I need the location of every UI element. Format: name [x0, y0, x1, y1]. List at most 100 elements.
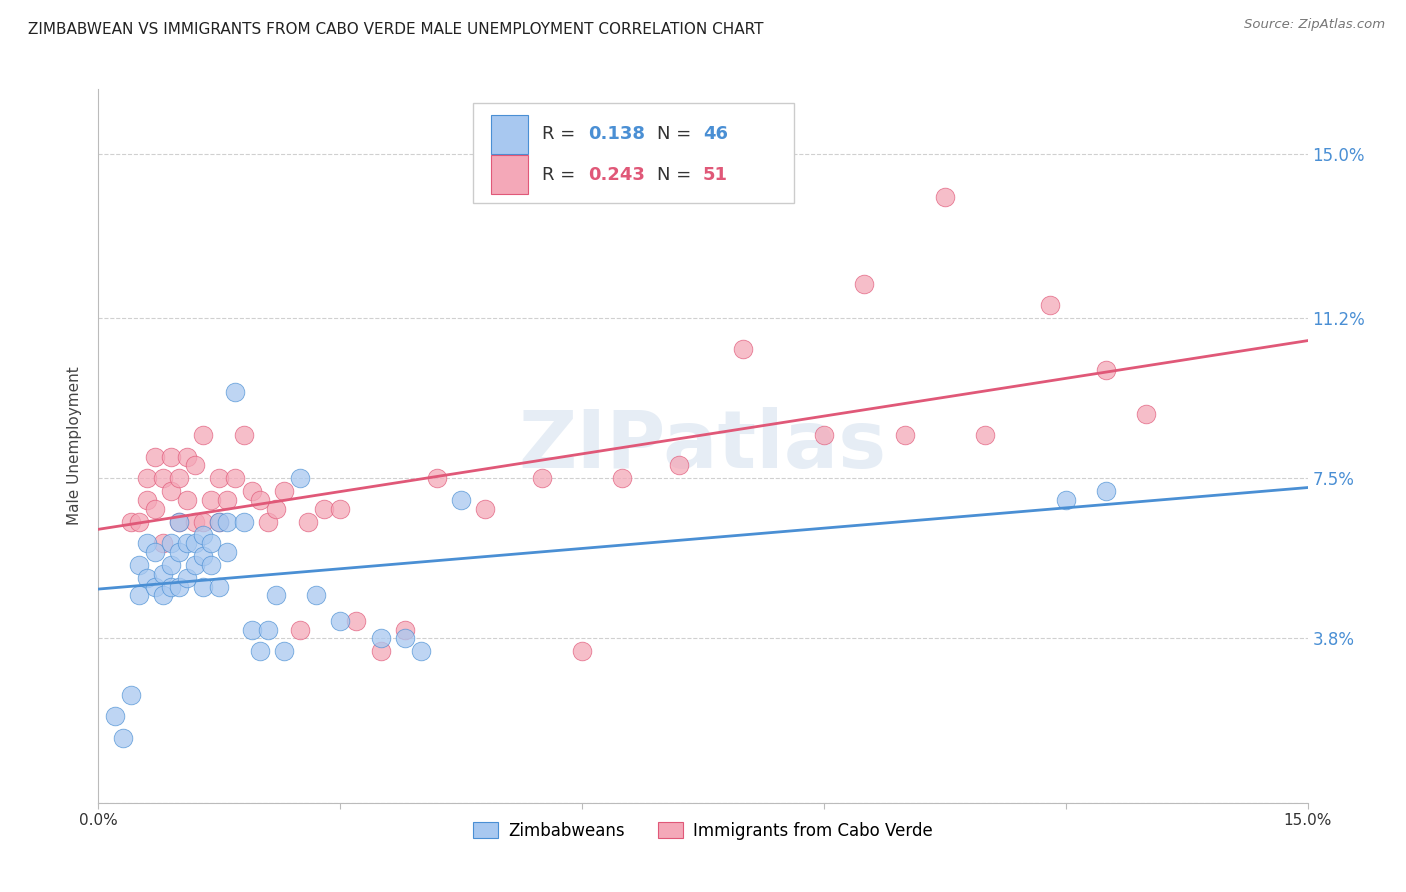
Point	[200, 558, 222, 572]
Point	[288, 623, 311, 637]
FancyBboxPatch shape	[492, 155, 527, 194]
Point	[1039, 298, 1062, 312]
Point	[571, 644, 593, 658]
Point	[184, 515, 207, 529]
Point	[152, 588, 174, 602]
Point	[200, 493, 222, 508]
Point	[450, 493, 472, 508]
Point	[160, 558, 183, 572]
Point	[176, 493, 198, 508]
Point	[128, 588, 150, 602]
Legend: Zimbabweans, Immigrants from Cabo Verde: Zimbabweans, Immigrants from Cabo Verde	[465, 814, 941, 848]
Point	[217, 493, 239, 508]
Point	[256, 515, 278, 529]
Point	[217, 515, 239, 529]
Text: Source: ZipAtlas.com: Source: ZipAtlas.com	[1244, 18, 1385, 31]
Point	[314, 501, 336, 516]
Text: 51: 51	[703, 166, 728, 184]
Point	[200, 536, 222, 550]
Point	[152, 471, 174, 485]
Point	[208, 471, 231, 485]
Point	[1095, 484, 1118, 499]
Point	[256, 623, 278, 637]
Point	[370, 632, 392, 646]
FancyBboxPatch shape	[492, 114, 527, 153]
Point	[143, 580, 166, 594]
Point	[240, 623, 263, 637]
Point	[128, 558, 150, 572]
Point	[264, 501, 287, 516]
Point	[249, 644, 271, 658]
Point	[208, 515, 231, 529]
Point	[1095, 363, 1118, 377]
Point	[143, 545, 166, 559]
Point	[853, 277, 876, 291]
Point	[612, 471, 634, 485]
Point	[193, 549, 215, 564]
Point	[193, 527, 215, 541]
Point	[1135, 407, 1157, 421]
Point	[167, 580, 190, 594]
Point	[288, 471, 311, 485]
Point	[208, 515, 231, 529]
Point	[273, 644, 295, 658]
Point	[733, 342, 755, 356]
Text: N =: N =	[657, 125, 697, 143]
Point	[135, 571, 157, 585]
Point	[176, 450, 198, 464]
Point	[232, 428, 254, 442]
Point	[249, 493, 271, 508]
Point	[152, 566, 174, 581]
Point	[135, 536, 157, 550]
Point	[135, 493, 157, 508]
Point	[160, 450, 183, 464]
Point	[120, 515, 142, 529]
Point	[264, 588, 287, 602]
Point	[103, 709, 125, 723]
Point	[934, 190, 956, 204]
Point	[143, 501, 166, 516]
Point	[167, 515, 190, 529]
Point	[193, 580, 215, 594]
Point	[273, 484, 295, 499]
Point	[167, 545, 190, 559]
Point	[176, 571, 198, 585]
Point	[120, 688, 142, 702]
Point	[344, 614, 367, 628]
Point	[813, 428, 835, 442]
Point	[232, 515, 254, 529]
Y-axis label: Male Unemployment: Male Unemployment	[67, 367, 83, 525]
Point	[160, 536, 183, 550]
Point	[530, 471, 553, 485]
Point	[167, 515, 190, 529]
Point	[152, 536, 174, 550]
Point	[193, 515, 215, 529]
Point	[893, 428, 915, 442]
Point	[409, 644, 432, 658]
Text: ZIPatlas: ZIPatlas	[519, 407, 887, 485]
FancyBboxPatch shape	[474, 103, 793, 203]
Text: N =: N =	[657, 166, 697, 184]
Point	[394, 632, 416, 646]
Point	[394, 623, 416, 637]
Point	[240, 484, 263, 499]
Text: R =: R =	[543, 125, 581, 143]
Point	[974, 428, 997, 442]
Point	[167, 471, 190, 485]
Point	[176, 536, 198, 550]
Point	[160, 580, 183, 594]
Point	[474, 501, 496, 516]
Point	[128, 515, 150, 529]
Point	[426, 471, 449, 485]
Point	[297, 515, 319, 529]
Text: 46: 46	[703, 125, 728, 143]
Text: ZIMBABWEAN VS IMMIGRANTS FROM CABO VERDE MALE UNEMPLOYMENT CORRELATION CHART: ZIMBABWEAN VS IMMIGRANTS FROM CABO VERDE…	[28, 22, 763, 37]
Point	[160, 484, 183, 499]
Point	[224, 471, 246, 485]
Point	[184, 536, 207, 550]
Point	[193, 428, 215, 442]
Text: 0.243: 0.243	[588, 166, 645, 184]
Point	[143, 450, 166, 464]
Text: R =: R =	[543, 166, 581, 184]
Point	[370, 644, 392, 658]
